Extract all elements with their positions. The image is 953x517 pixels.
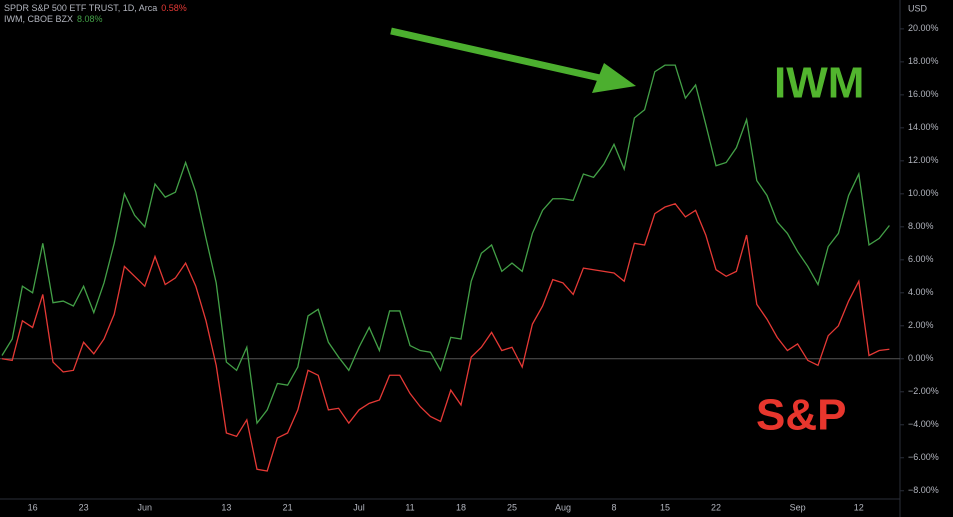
x-tick-label: 18 xyxy=(456,502,466,512)
x-tick-label: 23 xyxy=(79,502,89,512)
legend-change: 0.58% xyxy=(161,3,187,13)
x-tick-label: 13 xyxy=(221,502,231,512)
x-tick-label: 25 xyxy=(507,502,517,512)
annotation: IWM xyxy=(774,59,864,108)
y-tick-label: 16.00% xyxy=(908,89,939,99)
x-tick-label: Jun xyxy=(138,502,153,512)
series-line xyxy=(1,202,890,472)
y-tick-label: 6.00% xyxy=(908,254,934,264)
y-tick-label: 10.00% xyxy=(908,188,939,198)
x-tick-label: 21 xyxy=(283,502,293,512)
y-tick-label: 20.00% xyxy=(908,23,939,33)
legend-name: SPDR S&P 500 ETF TRUST, 1D, Arca xyxy=(4,3,157,13)
y-tick-label: 2.00% xyxy=(908,320,934,330)
x-tick-label: 12 xyxy=(854,502,864,512)
series-line xyxy=(1,64,890,425)
y-axis-label: USD xyxy=(908,3,928,13)
x-tick-label: 15 xyxy=(660,502,670,512)
x-tick-label: 8 xyxy=(611,502,616,512)
y-tick-label: 12.00% xyxy=(908,155,939,165)
y-tick-label: 14.00% xyxy=(908,122,939,132)
legend-change: 8.08% xyxy=(77,14,103,24)
arrow-head xyxy=(592,63,636,93)
y-tick-label: −6.00% xyxy=(908,452,939,462)
annotation: S&P xyxy=(756,391,846,440)
arrow-shaft xyxy=(390,27,601,82)
x-tick-label: Jul xyxy=(353,502,365,512)
y-tick-label: −2.00% xyxy=(908,386,939,396)
x-tick-label: 11 xyxy=(405,502,414,512)
arrow xyxy=(390,27,636,93)
x-tick-label: Sep xyxy=(790,502,806,512)
x-tick-label: 16 xyxy=(28,502,38,512)
y-tick-label: 18.00% xyxy=(908,56,939,66)
legend-name: IWM, CBOE BZX xyxy=(4,14,73,24)
y-tick-label: 8.00% xyxy=(908,221,934,231)
legend-entry: IWM, CBOE BZX 8.08% xyxy=(4,14,103,24)
x-tick-label: 22 xyxy=(711,502,721,512)
y-tick-label: −8.00% xyxy=(908,485,939,495)
x-tick-label: Aug xyxy=(555,502,571,512)
y-tick-label: −4.00% xyxy=(908,419,939,429)
y-tick-label: 4.00% xyxy=(908,287,934,297)
y-tick-label: 0.00% xyxy=(908,353,934,363)
legend-entry: SPDR S&P 500 ETF TRUST, 1D, Arca 0.58% xyxy=(4,3,187,13)
